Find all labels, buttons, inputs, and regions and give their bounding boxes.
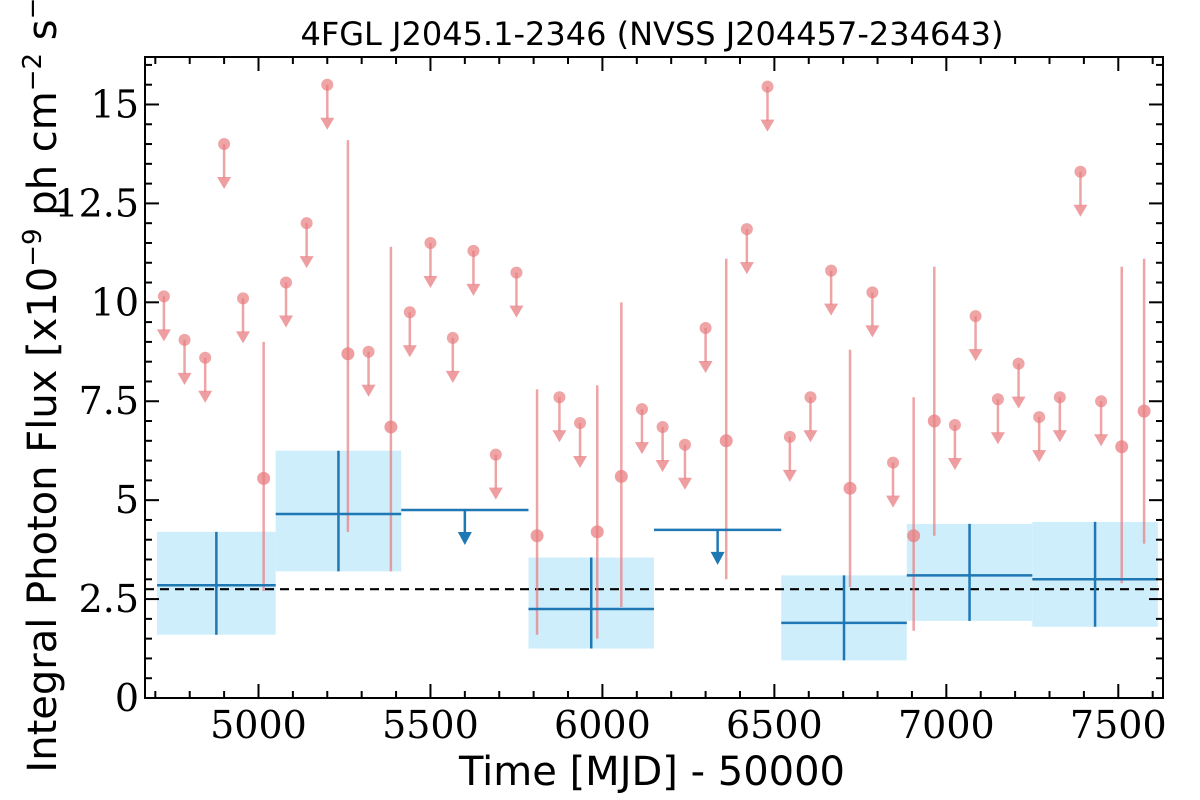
short-bin-point bbox=[384, 420, 398, 434]
x-tick-label: 5500 bbox=[382, 703, 479, 747]
axes-frame bbox=[144, 56, 1164, 699]
short-bin-upper-limit-arrow bbox=[156, 329, 171, 342]
y-axis-label-exp3: −1 bbox=[18, 0, 48, 19]
y-axis-label-mid2: s bbox=[20, 19, 66, 53]
short-bin-point bbox=[590, 525, 604, 539]
y-tick-label: 12.5 bbox=[54, 181, 139, 225]
short-bin-point bbox=[1115, 440, 1129, 454]
y-tick-label: 15 bbox=[91, 82, 139, 126]
short-bin-upper-limit-arrow bbox=[782, 469, 797, 482]
short-bin-upper-limit-arrow bbox=[509, 305, 524, 318]
y-axis-label-mid: ph cm bbox=[20, 91, 66, 228]
plot-area bbox=[145, 78, 1163, 661]
short-bin-upper-limit-arrow bbox=[677, 477, 692, 490]
short-bin-upper-limit-arrow bbox=[947, 457, 962, 470]
short-bin-upper-limit-arrow bbox=[1011, 396, 1026, 409]
short-bin-point bbox=[843, 481, 857, 495]
short-bin-upper-limit-arrow bbox=[177, 372, 192, 385]
short-bin-upper-limit-arrow bbox=[886, 495, 901, 508]
y-tick-label: 0 bbox=[115, 676, 139, 720]
y-tick-label: 10 bbox=[91, 280, 139, 324]
x-tick-label: 6500 bbox=[726, 703, 823, 747]
short-bin-point bbox=[257, 471, 271, 485]
short-bin-upper-limit-arrow bbox=[968, 349, 983, 362]
x-tick-label: 5000 bbox=[210, 703, 307, 747]
short-bin-upper-limit-arrow bbox=[488, 487, 503, 500]
y-tick-label: 2.5 bbox=[79, 577, 139, 621]
short-bin-upper-limit-arrow bbox=[402, 345, 417, 358]
plot-frame bbox=[144, 56, 1164, 699]
short-bin-point bbox=[927, 414, 941, 428]
y-axis-label: Integral Photon Flux [x10−9 ph cm−2 s−1] bbox=[18, 0, 66, 773]
x-axis-label: Time [MJD] - 50000 bbox=[458, 749, 845, 795]
short-bin-upper-limit-arrow bbox=[803, 430, 818, 443]
y-tick-label: 7.5 bbox=[79, 379, 139, 423]
short-bin-upper-limit-arrow bbox=[824, 303, 839, 316]
x-tick-label: 7000 bbox=[898, 703, 995, 747]
short-bin-upper-limit-arrow bbox=[865, 325, 880, 338]
short-bin-point bbox=[341, 347, 355, 361]
y-axis-label-exp2: −2 bbox=[18, 53, 48, 91]
y-axis-label-exp1: −9 bbox=[18, 228, 48, 266]
short-bin-upper-limit-arrow bbox=[279, 315, 294, 328]
short-bin-upper-limit-arrow bbox=[1032, 450, 1047, 463]
short-bin-upper-limit-arrow bbox=[1073, 204, 1088, 217]
short-bin-upper-limit-arrow bbox=[1052, 430, 1067, 443]
short-bin-upper-limit-arrow bbox=[698, 361, 713, 374]
x-tick-label: 6000 bbox=[554, 703, 651, 747]
short-bin-upper-limit-arrow bbox=[423, 275, 438, 288]
short-bin-upper-limit-arrow bbox=[760, 119, 775, 132]
short-bin-upper-limit-arrow bbox=[217, 177, 232, 190]
short-bin-point bbox=[907, 529, 921, 543]
short-bin-upper-limit-arrow bbox=[320, 117, 335, 130]
long-bin-upper-limit-arrow bbox=[457, 532, 472, 546]
short-bin-upper-limit-arrow bbox=[1094, 434, 1109, 447]
short-bin-upper-limit-arrow bbox=[739, 262, 754, 275]
short-bin-point bbox=[719, 434, 733, 448]
short-bin-upper-limit-arrow bbox=[990, 432, 1005, 445]
short-bin-upper-limit-arrow bbox=[466, 283, 481, 296]
chart-title: 4FGL J2045.1-2346 (NVSS J204457-234643) bbox=[300, 15, 1003, 53]
short-bin-upper-limit-arrow bbox=[299, 256, 314, 269]
long-bin-upper-limit-arrow bbox=[710, 551, 725, 565]
short-bin-upper-limit-arrow bbox=[198, 390, 213, 403]
short-bin-point bbox=[614, 469, 628, 483]
short-bin-upper-limit-arrow bbox=[655, 459, 670, 472]
short-bin-upper-limit-arrow bbox=[361, 384, 376, 397]
short-bin-point bbox=[530, 529, 544, 543]
short-bin-upper-limit-arrow bbox=[445, 370, 460, 383]
short-bin-upper-limit-arrow bbox=[573, 456, 588, 469]
short-bin-upper-limit-arrow bbox=[552, 430, 567, 443]
x-tick-label: 7500 bbox=[1070, 703, 1167, 747]
short-bin-point bbox=[1137, 404, 1151, 418]
axis-ticks: 5000 5500 6000 6500 7000 7500 0 2.5 5 7.5 10 12.5 15 bbox=[54, 57, 1167, 747]
y-tick-label: 5 bbox=[115, 478, 139, 522]
short-bin-upper-limit-arrow bbox=[236, 331, 251, 344]
short-bin-upper-limit-arrow bbox=[634, 442, 649, 455]
y-axis-label-main: Integral Photon Flux [x10 bbox=[20, 267, 66, 773]
